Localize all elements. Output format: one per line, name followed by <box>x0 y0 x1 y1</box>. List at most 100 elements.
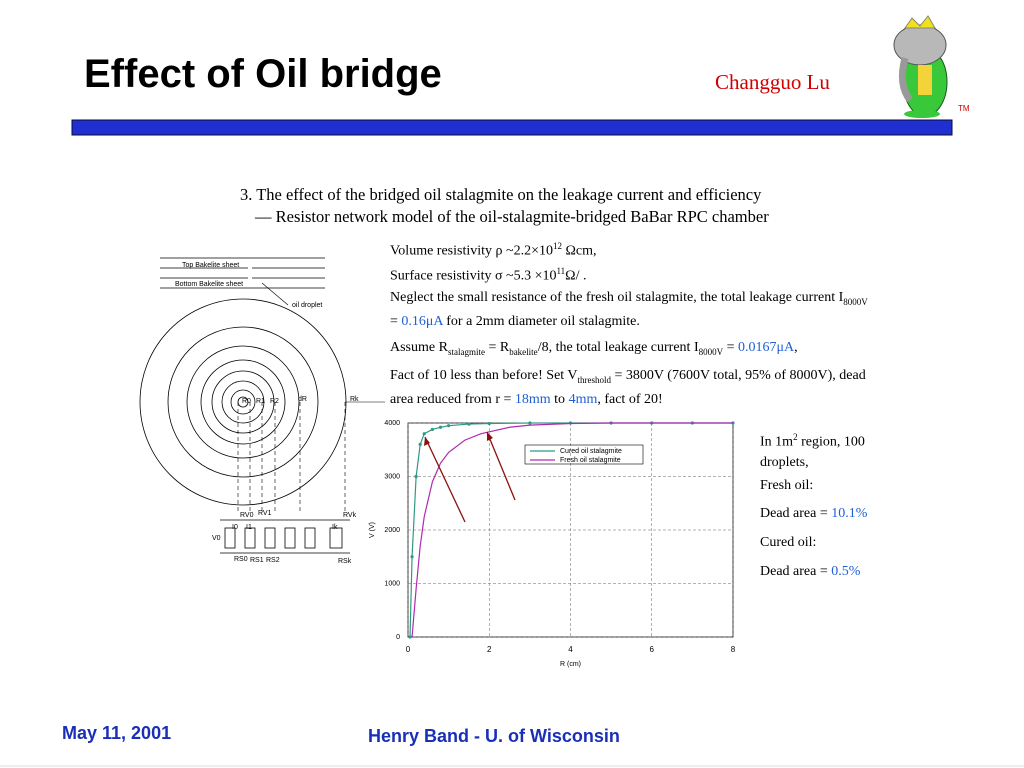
diagram-label: RS1 <box>250 557 264 564</box>
text-run: 8000V <box>843 296 868 307</box>
text-run: 4mm <box>568 391 598 407</box>
diagram-label: I0 <box>232 524 238 531</box>
text-run: Neglect the small resistance of the fres… <box>390 290 844 305</box>
ring <box>221 380 265 424</box>
date: May 11, 2001 <box>62 723 172 743</box>
arrow <box>486 431 516 501</box>
text-run: , <box>794 340 798 355</box>
text-run: Dead area = <box>760 506 832 521</box>
text-run: Ω/ . <box>565 268 587 284</box>
text-run: 10.1% <box>831 506 868 521</box>
paragraph: Surface resistivity σ ~5.3 ×1011Ω/ . <box>390 261 870 287</box>
paragraph: Dead area = 10.1% <box>760 504 895 524</box>
legend-label: Cured oil stalagmite <box>560 448 622 455</box>
text-run: = <box>723 340 739 355</box>
text-run: Cured oil: <box>760 535 817 550</box>
paragraph: In 1m2 region, 100 droplets, <box>760 427 895 473</box>
text-run: 11 <box>556 266 566 276</box>
y-tick-label: 0 <box>396 634 400 641</box>
point <box>430 427 434 432</box>
y-tick-label: 4000 <box>384 420 400 427</box>
presenter: Henry Band - U. of Wisconsin <box>368 726 620 746</box>
diagram-label: RS2 <box>266 557 280 564</box>
text-run: Surface resistivity σ ~5.3 ×10 <box>390 268 557 284</box>
title: Effect of Oil bridge <box>84 52 442 96</box>
paragraph: Cured oil: <box>760 533 895 553</box>
text-run: 12 <box>552 241 562 251</box>
diagram-label: Bottom Bakelite sheet <box>175 281 243 288</box>
point <box>467 422 471 426</box>
ring <box>211 370 275 434</box>
diagram-label: RSk <box>338 558 352 565</box>
arrow-head <box>487 432 493 441</box>
text-run: Dead area = <box>760 564 832 579</box>
point <box>438 425 443 429</box>
point <box>418 442 422 446</box>
resistor-diagram: Top Bakelite sheet Bottom Bakelite sheet o… <box>139 257 385 565</box>
text-run: Volume resistivity ρ ~2.2×10 <box>390 243 553 259</box>
heading: 3. The effect of the bridged oil stalagm… <box>240 185 762 204</box>
resistor <box>304 527 316 549</box>
heading: — Resistor network model of the oil-stal… <box>255 207 769 226</box>
text-run: Fact of 10 less than before! Set V <box>390 368 578 383</box>
x-tick-label: 0 <box>406 645 411 654</box>
point <box>447 424 451 428</box>
point <box>528 421 532 425</box>
text-run: = R <box>484 340 510 355</box>
paragraph: Fresh oil: <box>760 476 895 496</box>
diagram-label: oil droplet <box>292 302 322 309</box>
paragraph: Volume resistivity ρ ~2.2×1012 Ωcm, <box>390 236 870 262</box>
trademark: TM <box>958 104 970 113</box>
leader <box>261 282 289 306</box>
x-tick-label: 2 <box>487 645 492 654</box>
text-run: for a 2mm diameter oil stalagmite. <box>442 313 640 329</box>
elephant-logo <box>893 15 948 118</box>
diagram-label: RV1 <box>258 510 272 517</box>
diagram-label: Ik <box>332 524 338 531</box>
title-bar <box>71 119 953 136</box>
text-run: = <box>390 313 402 329</box>
text-run: 0.0167μA <box>738 340 795 355</box>
y-tick-label: 2000 <box>384 527 400 534</box>
text-run: region, 100 droplets, <box>760 434 865 470</box>
text-run: 8000V <box>698 346 724 357</box>
legend-label: Fresh oil stalagmite <box>560 457 621 464</box>
diagram-label: R0 <box>242 398 251 405</box>
point <box>408 635 412 639</box>
diagram-label: R1 <box>256 398 265 405</box>
text-run: 0.16μA <box>401 313 443 329</box>
paragraph: Neglect the small resistance of the fres… <box>390 288 870 332</box>
arrow-head <box>424 437 430 446</box>
ring <box>200 359 286 445</box>
diagram-label: Top Bakelite sheet <box>182 262 239 269</box>
text-run: 0.5% <box>831 564 861 579</box>
paragraph: Fact of 10 less than before! Set Vthresh… <box>390 366 870 410</box>
y-axis-label: V (V) <box>369 522 376 538</box>
arrow <box>424 436 466 523</box>
paragraph: Dead area = 0.5% <box>760 562 895 582</box>
diagram-label: RV0 <box>240 512 254 519</box>
point <box>422 432 426 436</box>
diagram-label: dR <box>298 396 307 403</box>
author: Changguo Lu <box>715 70 830 94</box>
x-axis-label: R (cm) <box>560 661 581 668</box>
text-run: = 3800V (7600V total, 95% of 8000V), dea… <box>390 368 866 407</box>
point <box>410 555 414 559</box>
resistor <box>284 527 296 549</box>
text-run: stalagmite <box>447 346 485 357</box>
series-line <box>411 422 733 638</box>
x-tick-label: 4 <box>568 645 573 654</box>
text-run: bakelite <box>509 346 538 357</box>
paragraph: Assume Rstalagmite = Rbakelite/8, the to… <box>390 338 870 362</box>
diagram-label: Rk <box>350 396 359 403</box>
ring <box>186 345 300 459</box>
text-run: Ωcm, <box>561 243 597 259</box>
resistor <box>329 527 343 549</box>
diagram-label: R2 <box>270 398 279 405</box>
text-run: Fresh oil: <box>760 478 814 493</box>
point <box>414 474 418 479</box>
x-tick-label: 6 <box>650 645 655 654</box>
resistor <box>264 527 276 549</box>
